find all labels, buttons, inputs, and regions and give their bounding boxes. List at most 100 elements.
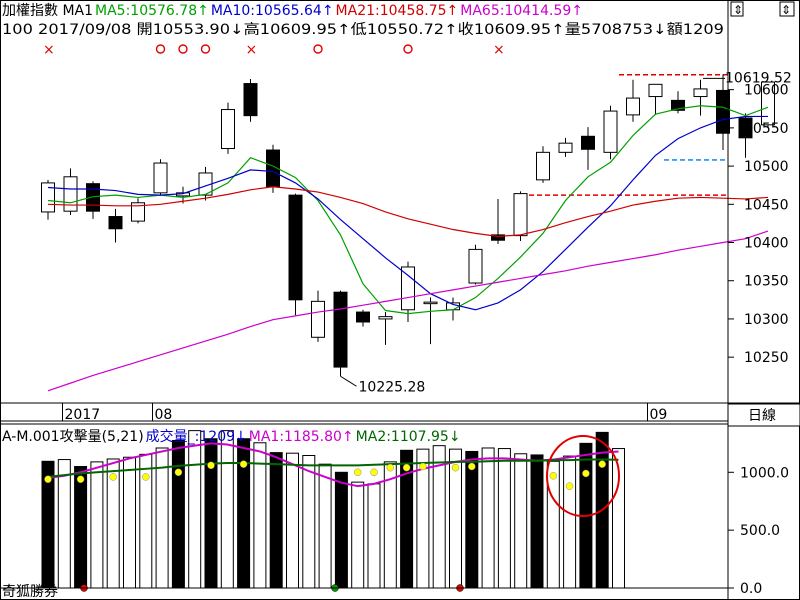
price-panel[interactable]: 10619.52 10225.28 × × × — [41, 42, 792, 395]
volume-bar — [286, 452, 299, 589]
candle — [333, 291, 348, 368]
candle — [581, 135, 595, 150]
sell-signal-marker: × — [493, 42, 505, 58]
volume-tick-label: 1000.0 — [740, 465, 789, 481]
volume-bar — [546, 460, 560, 589]
candle — [738, 117, 753, 139]
sell-signal-marker: × — [43, 42, 55, 58]
candle — [401, 266, 415, 311]
candle — [288, 194, 303, 301]
volume-bar — [171, 439, 185, 589]
header-ohlc-line: 100 2017/09/08 開10553.90↓高10609.95↑低1055… — [2, 21, 724, 38]
header-ma-label-4: MA65:10414.59↑ — [460, 3, 583, 19]
yellow-dot-marker — [353, 468, 362, 477]
volume-bar — [465, 450, 479, 589]
x-axis-label: 2017 — [65, 407, 101, 423]
price-tick-label: 10550 — [744, 121, 789, 137]
volume-panel[interactable] — [41, 430, 625, 592]
ma-line-ma21 — [47, 186, 769, 238]
candle — [378, 316, 393, 320]
buy-signal-marker — [178, 44, 188, 54]
candle — [63, 176, 78, 212]
scroll-left-glyph: ⇕ — [733, 3, 743, 17]
volume-header-label-0: A-M.001攻擊量(5,21) — [2, 428, 144, 445]
header-ma-label-1: MA5:10576.78↑ — [95, 3, 209, 19]
period-button[interactable]: 日線 — [748, 408, 776, 424]
low-pointer — [340, 375, 357, 387]
yellow-dot-marker — [207, 461, 215, 470]
buy-signal-marker — [200, 44, 211, 54]
yellow-dot-marker — [174, 468, 183, 477]
volume-bar — [530, 454, 544, 589]
ma-line-ma65 — [47, 230, 769, 392]
candle — [761, 81, 775, 126]
price-tick-label: 10300 — [744, 312, 789, 328]
volume-bar — [57, 459, 71, 589]
scroll-box-left — [730, 1, 744, 17]
volume-bar — [220, 430, 234, 589]
buy-signal-marker — [403, 44, 413, 54]
candle — [468, 248, 483, 284]
x-axis-label: 09 — [650, 407, 668, 423]
volume-header-label-1: 成交量_:1209↓ — [146, 428, 247, 445]
buy-signal-marker — [313, 44, 323, 54]
header-ma-label-2: MA10:10565.64↑ — [211, 3, 334, 19]
yellow-dot-marker — [598, 460, 606, 468]
volume-header-label-3: MA2:1107.95↓ — [356, 429, 461, 445]
yellow-dot-marker — [565, 482, 574, 490]
candle — [153, 162, 168, 194]
volume-bar — [269, 452, 283, 589]
yellow-dot-marker — [468, 462, 476, 471]
candle — [131, 202, 145, 222]
volume-tick-label: 500.0 — [740, 523, 780, 539]
volume-header-label-2: MA1:1185.80↑ — [249, 429, 354, 445]
price-tick-label: 10250 — [744, 350, 789, 366]
price-tick-label: 10500 — [744, 159, 789, 175]
candle — [716, 89, 730, 134]
header-ma-label-3: MA21:10458.75↑ — [336, 3, 459, 19]
candle — [513, 193, 528, 237]
ma-line-ma10 — [47, 115, 768, 311]
yellow-dot-marker — [370, 468, 378, 477]
price-tick-label: 10450 — [744, 197, 789, 213]
yellow-dot-marker — [549, 472, 558, 480]
ma-line-ma5 — [47, 105, 769, 315]
scroll-arrows-icon[interactable]: ⇕ ⇕ — [730, 1, 795, 17]
candle — [603, 110, 618, 153]
volume-bar — [351, 481, 365, 589]
yellow-dot-marker — [76, 475, 85, 483]
low-price-label: 10225.28 — [359, 379, 426, 395]
volume-tick-label: 0.0 — [740, 581, 762, 597]
price-tick-label: 10600 — [744, 83, 789, 99]
volume-bar — [188, 430, 202, 589]
candle — [311, 300, 325, 338]
bottom-brand-label: 奇狐勝券 — [2, 583, 58, 600]
volume-bar — [155, 447, 169, 589]
candle — [356, 311, 370, 323]
yellow-dot-marker — [402, 463, 411, 472]
yellow-dot-marker — [239, 460, 248, 468]
candle — [221, 109, 235, 150]
scroll-right-glyph: ⇕ — [781, 3, 791, 17]
volume-bar — [481, 447, 495, 589]
highlight-circle — [546, 435, 620, 517]
volume-bar — [497, 448, 511, 589]
candle — [671, 99, 685, 111]
sell-signal-marker: × — [246, 42, 258, 58]
yellow-dot-marker — [451, 463, 460, 472]
volume-bar — [90, 461, 104, 589]
yellow-dot-marker — [386, 463, 395, 472]
candle — [536, 151, 550, 181]
volume-bar — [318, 463, 332, 589]
candle — [86, 183, 100, 212]
yellow-dot-marker — [419, 462, 427, 471]
candle — [243, 83, 258, 117]
volume-bar — [514, 453, 528, 589]
yellow-dot-marker — [142, 473, 150, 481]
volume-bar — [204, 438, 218, 589]
yellow-dot-marker — [44, 475, 52, 483]
